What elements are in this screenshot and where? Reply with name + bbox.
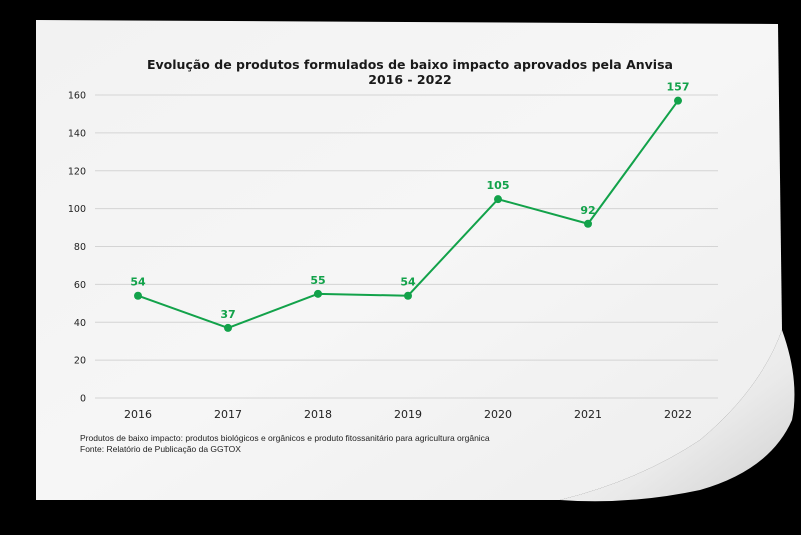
y-tick-label: 40 (74, 318, 86, 329)
data-point (404, 291, 412, 300)
data-label: 54 (400, 276, 416, 289)
x-tick-label: 2022 (664, 408, 692, 421)
data-label: 54 (130, 276, 146, 289)
y-tick-label: 160 (68, 91, 86, 102)
footnote-definition: Produtos de baixo impacto: produtos biol… (80, 433, 490, 443)
y-tick-label: 60 (74, 280, 86, 291)
data-label: 105 (487, 179, 510, 192)
x-tick-label: 2019 (394, 408, 422, 421)
data-label: 55 (310, 274, 325, 287)
x-tick-label: 2018 (304, 408, 332, 421)
chart-title: Evolução de produtos formulados de baixo… (147, 57, 673, 72)
y-tick-label: 120 (68, 166, 86, 177)
y-tick-label: 20 (74, 356, 86, 367)
x-tick-label: 2021 (574, 408, 602, 421)
y-tick-label: 100 (68, 204, 86, 215)
footnote-source: Fonte: Relatório de Publicação da GGTOX (80, 444, 241, 454)
y-tick-label: 0 (80, 394, 86, 405)
data-label: 37 (220, 308, 235, 321)
x-tick-label: 2016 (124, 408, 152, 421)
y-tick-label: 80 (74, 242, 86, 253)
data-point (224, 323, 232, 332)
x-tick-label: 2020 (484, 408, 512, 421)
data-label: 92 (580, 204, 595, 217)
x-tick-label: 2017 (214, 408, 242, 421)
page-curl (560, 330, 795, 502)
data-point (314, 289, 322, 298)
data-point (674, 96, 682, 105)
y-tick-label: 140 (68, 128, 86, 139)
data-point (584, 219, 592, 228)
paper-body (36, 20, 782, 500)
data-point (494, 195, 502, 204)
data-label: 157 (667, 81, 690, 94)
data-point (134, 291, 142, 300)
chart-subtitle: 2016 - 2022 (368, 72, 452, 87)
